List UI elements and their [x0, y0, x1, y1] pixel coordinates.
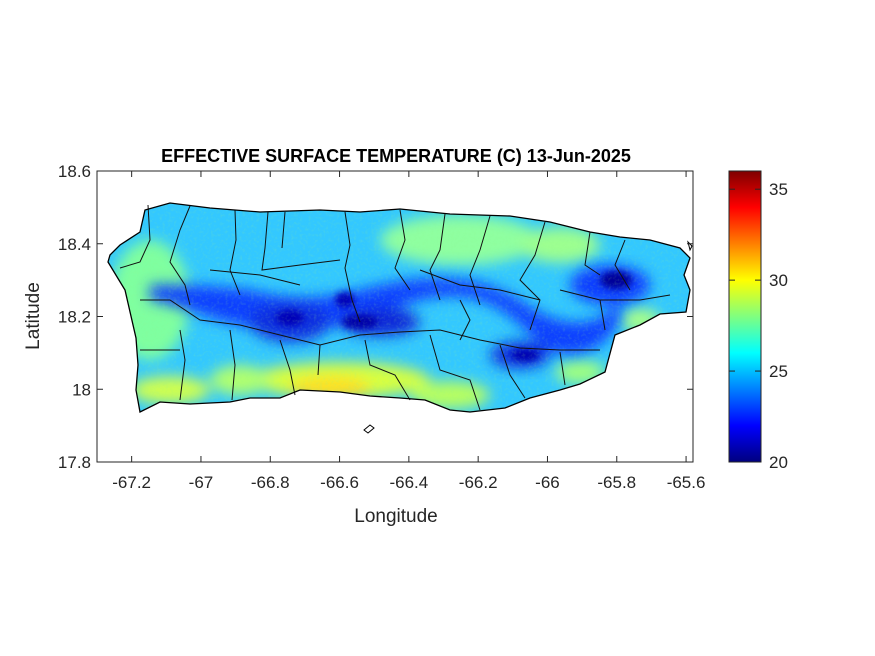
y-tick-label: 18	[72, 380, 91, 399]
chart-title: EFFECTIVE SURFACE TEMPERATURE (C) 13-Jun…	[161, 146, 631, 166]
temperature-heatmap	[108, 203, 690, 412]
island-outline	[107, 202, 691, 413]
colorbar-tick-label: 35	[769, 180, 788, 199]
x-tick-label: -66.6	[320, 473, 359, 492]
x-axis: -67.2 -67 -66.8 -66.6 -66.4 -66.2 -66 -65.8 -65.…	[112, 171, 705, 492]
x-tick-label: -65.6	[667, 473, 706, 492]
islet-outline	[363, 424, 375, 434]
colorbar-tick-label: 20	[769, 453, 788, 472]
colorbar	[728, 170, 762, 463]
municipality-boundaries	[119, 204, 671, 411]
colorbar-tick-label: 30	[769, 271, 788, 290]
y-axis: 18.6 18.4 18.2 18 17.8	[58, 162, 693, 472]
x-axis-label: Longitude	[354, 506, 437, 527]
x-tick-label: -67	[189, 473, 214, 492]
x-tick-label: -66	[535, 473, 560, 492]
y-tick-label: 18.2	[58, 308, 91, 327]
x-tick-label: -65.8	[597, 473, 636, 492]
y-axis-label: Latitude	[23, 282, 44, 350]
x-tick-label: -67.2	[112, 473, 151, 492]
x-tick-label: -66.2	[459, 473, 498, 492]
colorbar-tick-label: 25	[769, 362, 788, 381]
y-tick-label: 18.4	[58, 235, 91, 254]
colorbar-ticks: 35 30 25 20	[729, 180, 788, 472]
x-tick-label: -66.4	[389, 473, 428, 492]
y-tick-label: 18.6	[58, 162, 91, 181]
y-tick-label: 17.8	[58, 453, 91, 472]
x-tick-label: -66.8	[251, 473, 290, 492]
